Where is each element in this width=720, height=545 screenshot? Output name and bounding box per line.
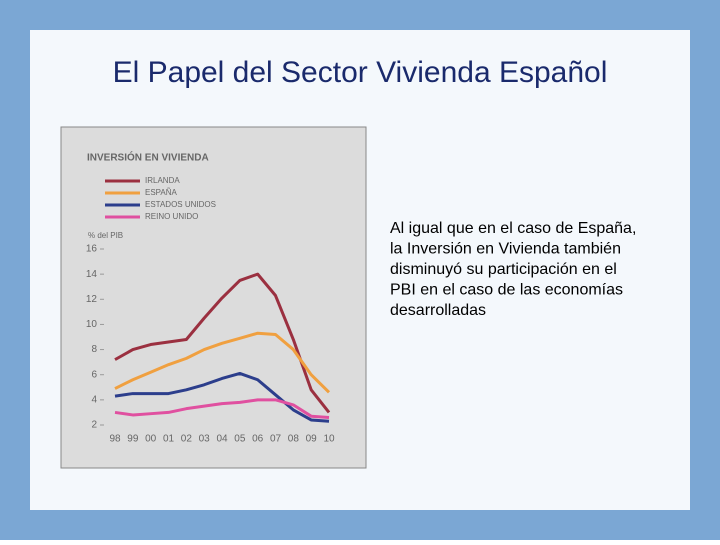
- x-tick-label: 06: [252, 434, 264, 445]
- body-text: Al igual que en el caso de España, la Inv…: [390, 220, 636, 319]
- body-line: Al igual que en el caso de España,: [390, 220, 636, 237]
- y-tick-label: 12: [86, 294, 98, 305]
- slide-title: El Papel del Sector Vivienda Español: [113, 56, 608, 89]
- series-line: [114, 371, 330, 423]
- y-axis-label: % del PIB: [88, 231, 123, 240]
- x-tick-label: 05: [234, 434, 246, 445]
- x-tick-label: 10: [323, 434, 335, 445]
- body-line: desarrolladas: [390, 302, 486, 319]
- legend-label: ESTADOS UNIDOS: [145, 200, 216, 209]
- x-tick-label: 98: [109, 434, 121, 445]
- chart-title: INVERSIÓN EN VIVIENDA: [87, 151, 209, 164]
- y-tick-label: 8: [91, 344, 97, 355]
- x-tick-label: 04: [216, 434, 228, 445]
- series-line: [114, 398, 330, 419]
- series-line: [114, 331, 331, 394]
- x-tick-label: 09: [306, 434, 318, 445]
- y-tick-label: 6: [91, 369, 97, 380]
- y-tick-label: 10: [86, 319, 98, 330]
- x-tick-label: 03: [199, 434, 211, 445]
- y-tick-label: 14: [86, 269, 98, 280]
- x-tick-label: 00: [145, 434, 157, 445]
- series-line: [114, 272, 331, 414]
- chart-frame: [60, 126, 367, 469]
- y-tick-label: 4: [91, 394, 97, 405]
- legend-label: IRLANDA: [145, 176, 180, 185]
- x-tick-label: 02: [181, 434, 193, 445]
- body-line: la Inversión en Vivienda también: [390, 241, 621, 258]
- body-line: PBI en el caso de las economías: [390, 282, 623, 299]
- body-line: disminuyó su participación en el: [390, 261, 617, 278]
- plot: 2 4 6 8 10 12 14 16 98 99 00 01 02 03 04 05 06 07 08 09 10 IR…: [86, 176, 335, 445]
- x-tick-label: 08: [288, 434, 300, 445]
- y-tick-label: 16: [86, 244, 98, 255]
- x-tick-label: 07: [270, 434, 282, 445]
- x-tick-label: 99: [127, 434, 139, 445]
- x-tick-label: 01: [163, 434, 175, 445]
- legend-label: REINO UNIDO: [145, 212, 198, 221]
- legend-label: ESPAÑA: [145, 188, 178, 197]
- y-tick-label: 2: [91, 420, 97, 431]
